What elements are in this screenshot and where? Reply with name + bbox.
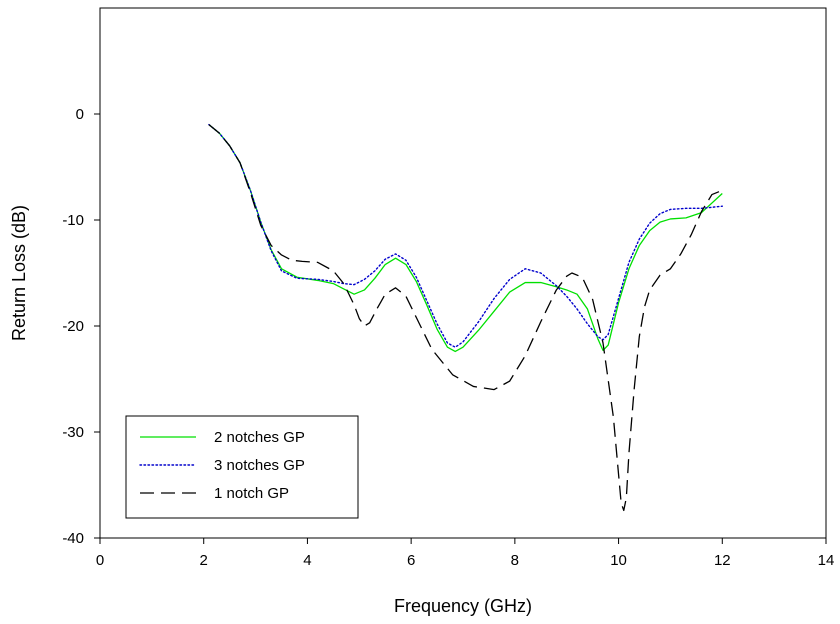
series-line-2 bbox=[208, 123, 723, 348]
y-axis-title: Return Loss (dB) bbox=[9, 205, 29, 341]
y-axis: -40 -30 -20 -10 0 bbox=[62, 106, 100, 547]
legend-label-2: 3 notches GP bbox=[214, 457, 305, 474]
legend-label-1: 2 notches GP bbox=[214, 429, 305, 446]
x-tick-label: 6 bbox=[407, 552, 415, 569]
y-tick-label: -20 bbox=[62, 318, 84, 335]
x-axis: 0 2 4 6 8 10 12 14 bbox=[96, 538, 835, 569]
series-layer bbox=[208, 123, 723, 512]
x-tick-label: 10 bbox=[610, 552, 627, 569]
y-tick-label: 0 bbox=[76, 106, 84, 123]
x-tick-label: 12 bbox=[714, 552, 731, 569]
y-tick-label: -40 bbox=[62, 530, 84, 547]
x-axis-title: Frequency (GHz) bbox=[394, 596, 532, 616]
x-tick-label: 2 bbox=[200, 552, 208, 569]
legend-label-3: 1 notch GP bbox=[214, 485, 289, 502]
x-tick-label: 4 bbox=[303, 552, 311, 569]
x-tick-label: 8 bbox=[511, 552, 519, 569]
series-line-1 bbox=[208, 124, 723, 353]
legend: 2 notches GP 3 notches GP 1 notch GP bbox=[125, 415, 359, 519]
x-tick-label: 14 bbox=[818, 552, 835, 569]
y-tick-label: -30 bbox=[62, 424, 84, 441]
legend-box bbox=[125, 415, 359, 519]
series-line-3 bbox=[208, 124, 723, 512]
y-tick-label: -10 bbox=[62, 212, 84, 229]
x-tick-label: 0 bbox=[96, 552, 104, 569]
